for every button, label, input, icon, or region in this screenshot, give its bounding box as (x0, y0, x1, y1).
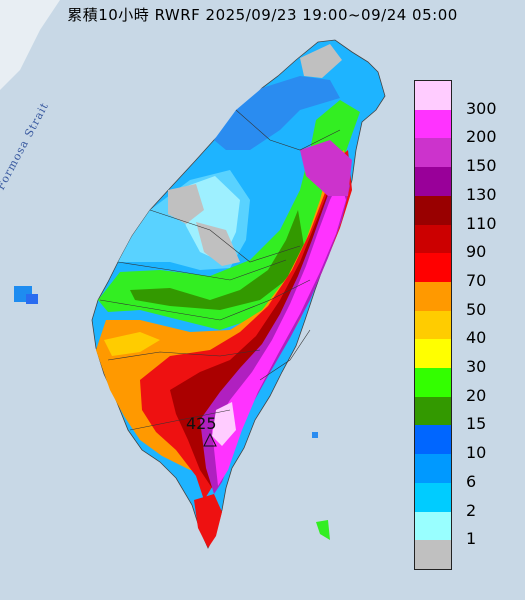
legend-label: 6 (466, 471, 477, 491)
map-title: 累積10小時 RWRF 2025/09/23 19:00~09/24 05:00 (67, 6, 458, 24)
legend-swatch (415, 511, 451, 541)
legend-swatch (415, 310, 451, 340)
legend-swatch (415, 138, 451, 168)
legend-swatch (415, 281, 451, 311)
legend-swatch (415, 253, 451, 282)
legend-label: 20 (466, 385, 487, 405)
legend-swatch (415, 195, 451, 225)
peak-value: 425 (186, 414, 217, 433)
legend-swatch (415, 540, 451, 569)
legend-swatch (415, 224, 451, 254)
county-borders (99, 109, 341, 431)
legend-label: 50 (466, 299, 487, 319)
zone-blue-north (214, 76, 340, 150)
color-legend (414, 80, 452, 570)
orchid-island (316, 520, 330, 540)
legend-label: 2 (466, 500, 477, 520)
zone-south-tip (194, 494, 222, 548)
zone-gray-mid (196, 222, 240, 266)
penghu-islands-2 (26, 294, 38, 304)
legend-label: 110 (466, 213, 497, 233)
green-island (312, 432, 318, 438)
legend-swatch (415, 81, 451, 110)
legend-label: 10 (466, 443, 487, 463)
china-coast (0, 0, 60, 90)
zone-dark-green (130, 210, 304, 310)
legend-label: 300 (466, 98, 497, 118)
zone-yellow (104, 332, 160, 356)
legend-swatch (415, 425, 451, 455)
legend-swatch (415, 368, 451, 397)
legend-label: 150 (466, 156, 497, 176)
legend-swatch (415, 482, 451, 512)
legend-label: 130 (466, 184, 497, 204)
legend-label: 15 (466, 414, 487, 434)
legend-label: 40 (466, 328, 487, 348)
zone-gray-north (168, 184, 204, 224)
legend-swatch (415, 167, 451, 196)
zone-magenta-ne (300, 140, 352, 196)
legend-label: 90 (466, 242, 487, 262)
legend-label: 70 (466, 270, 487, 290)
legend-swatch (415, 396, 451, 426)
zone-green (98, 100, 360, 330)
legend-label: 30 (466, 357, 487, 377)
legend-swatch (415, 109, 451, 139)
legend-label: 200 (466, 127, 497, 147)
peak-marker-icon (203, 432, 217, 447)
legend-swatch (415, 339, 451, 369)
legend-swatch (415, 454, 451, 483)
zone-gray-ne (300, 44, 342, 78)
zone-pink (212, 402, 236, 446)
legend-label: 1 (466, 529, 477, 549)
zone-magenta (212, 180, 346, 486)
